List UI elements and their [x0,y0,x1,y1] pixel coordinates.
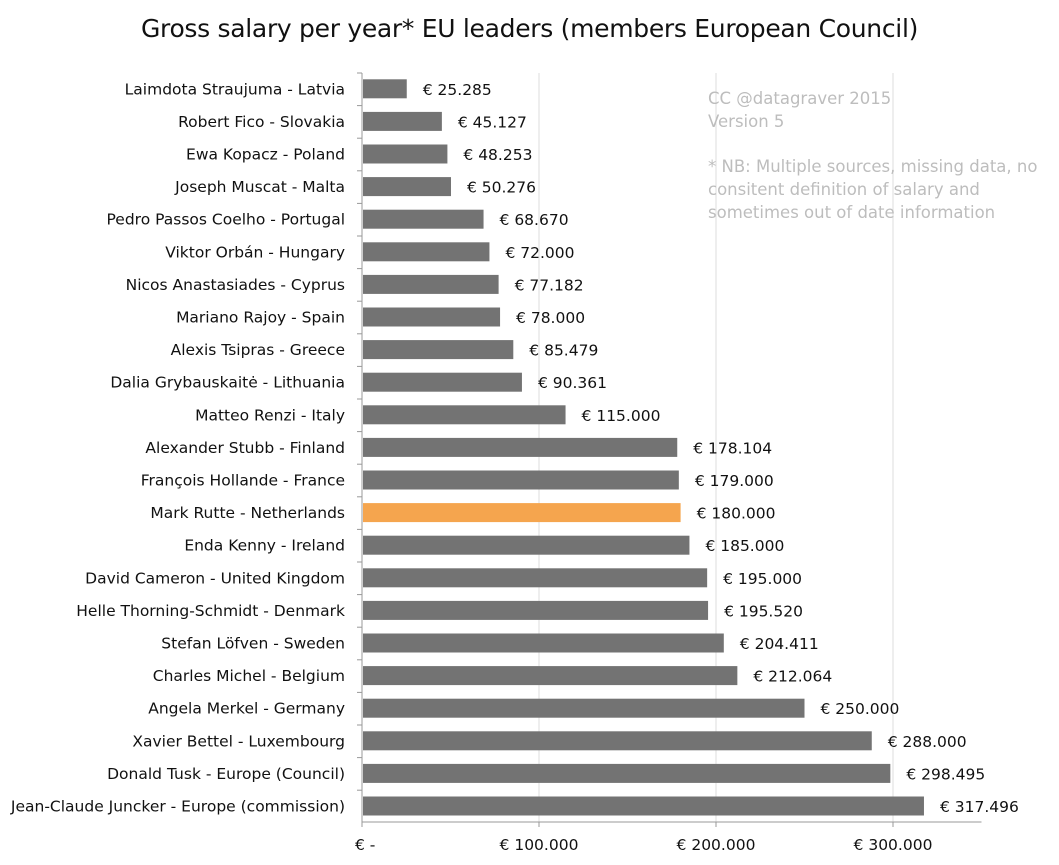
category-label: François Hollande - France [141,472,345,490]
value-label: € 72.000 [505,244,574,262]
category-label: Jean-Claude Juncker - Europe (commission… [10,798,345,816]
x-tick-label: € 100.000 [500,836,579,854]
value-label: € 68.670 [500,211,569,229]
bar [363,372,522,392]
version-line: Version 5 [708,112,785,131]
category-label: Alexis Tsipras - Greece [171,341,345,359]
bar [363,470,679,490]
disclaimer-note: * NB: Multiple sources, missing data, no… [708,155,1037,224]
category-label: Alexander Stubb - Finland [145,439,345,457]
value-label: € 85.479 [529,342,598,360]
category-label: Stefan Löfven - Sweden [161,635,345,653]
value-label: € 77.182 [515,276,584,294]
bar [363,274,499,294]
category-label: Ewa Kopacz - Poland [186,146,345,164]
value-label: € 48.253 [463,146,532,164]
bar [363,307,501,327]
category-label: Charles Michel - Belgium [153,667,345,685]
category-label: Matteo Renzi - Italy [195,406,345,424]
disclaimer-line: consitent definition of salary and [708,180,980,199]
bar [363,209,484,229]
value-label: € 78.000 [516,309,585,327]
bar [363,698,805,718]
value-label: € 185.000 [705,537,784,555]
category-label: Enda Kenny - Ireland [184,537,345,555]
credit-line: CC @datagraver 2015 [708,89,892,108]
bar [363,633,724,653]
bar [363,600,709,620]
credit-note: CC @datagraver 2015 Version 5 [708,87,891,133]
value-label: € 212.064 [753,668,832,686]
category-label: Viktor Orbán - Hungary [165,243,345,261]
bar [363,503,681,523]
value-label: € 45.127 [458,113,527,131]
disclaimer-line: * NB: Multiple sources, missing data, no [708,157,1038,176]
bar [363,242,490,262]
x-tick-label: € 200.000 [677,836,756,854]
category-label: David Cameron - United Kingdom [85,569,345,587]
category-label: Xavier Bettel - Luxembourg [132,732,345,750]
value-label: € 178.104 [693,439,772,457]
disclaimer-line: sometimes out of date information [708,203,996,222]
category-label: Angela Merkel - Germany [148,700,345,718]
value-label: € 115.000 [582,407,661,425]
value-label: € 317.496 [940,798,1019,816]
bar [363,340,514,360]
category-label: Helle Thorning-Schmidt - Denmark [76,602,345,620]
bar [363,177,451,197]
category-label: Joseph Muscat - Malta [174,178,345,196]
category-label: Pedro Passos Coelho - Portugal [107,211,346,229]
bar [363,144,448,164]
bar [363,666,738,686]
bar [363,763,891,783]
value-label: € 179.000 [695,472,774,490]
category-label: Donald Tusk - Europe (Council) [107,765,345,783]
bar [363,437,678,457]
category-label: Nicos Anastasiades - Cyprus [126,276,345,294]
x-tick-label: € 300.000 [854,836,933,854]
bar [363,796,924,816]
value-label: € 195.520 [724,602,803,620]
value-label: € 25.285 [423,81,492,99]
category-label: Mark Rutte - Netherlands [150,504,345,522]
value-label: € 90.361 [538,374,607,392]
x-tick-label: € - [355,836,375,854]
category-label: Laimdota Straujuma - Latvia [125,80,345,98]
value-label: € 288.000 [888,733,967,751]
value-label: € 50.276 [467,179,536,197]
bar [363,111,442,131]
bar [363,535,690,555]
category-label: Mariano Rajoy - Spain [176,309,345,327]
bar [363,79,407,99]
value-label: € 204.411 [740,635,819,653]
bar [363,731,872,751]
chart-title: Gross salary per year* EU leaders (membe… [140,14,919,43]
value-label: € 298.495 [906,765,985,783]
category-label: Dalia Grybauskaitė - Lithuania [110,374,345,392]
bar [363,405,566,425]
bar [363,568,708,588]
category-label: Robert Fico - Slovakia [178,113,345,131]
value-label: € 250.000 [821,700,900,718]
value-label: € 195.000 [723,570,802,588]
value-label: € 180.000 [697,505,776,523]
